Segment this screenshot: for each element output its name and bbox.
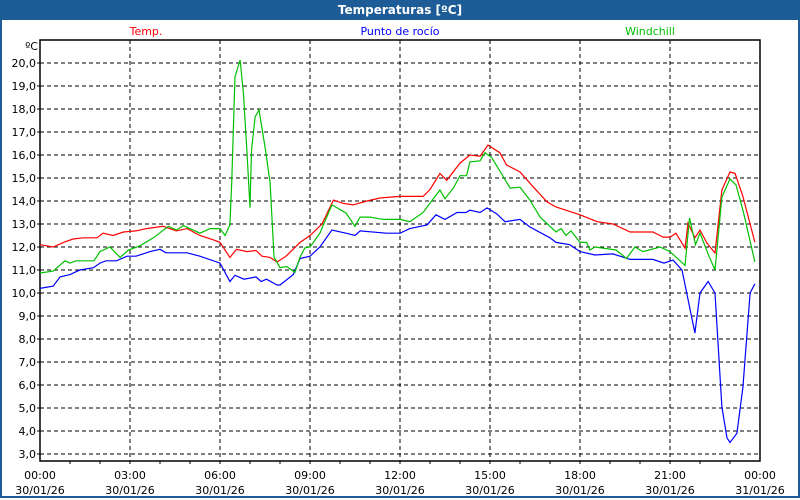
x-tick-date: 30/01/26 (15, 484, 64, 497)
series-lines (39, 59, 756, 444)
series-line-punto-de-roc-o (39, 207, 756, 444)
x-tick-date: 30/01/26 (105, 484, 154, 497)
y-tick-label: 4,0 (19, 425, 37, 438)
y-tick-label: 5,0 (19, 402, 37, 415)
y-unit-label: ºC (25, 40, 38, 53)
y-tick-label: 15,0 (12, 172, 37, 185)
y-tick-label: 18,0 (12, 103, 37, 116)
y-tick-label: 14,0 (12, 195, 37, 208)
x-tick-time: 12:00 (384, 469, 416, 482)
legend-entry: Punto de rocío (360, 25, 439, 38)
y-tick-label: 7,0 (19, 356, 37, 369)
y-tick-label: 11,0 (12, 264, 37, 277)
y-tick-label: 19,0 (12, 80, 37, 93)
x-tick-time: 21:00 (654, 469, 686, 482)
x-tick-date: 30/01/26 (285, 484, 334, 497)
y-tick-label: 13,0 (12, 218, 37, 231)
y-tick-label: 10,0 (12, 287, 37, 300)
x-tick-time: 15:00 (474, 469, 506, 482)
grid (40, 40, 760, 461)
legend: Temp. Punto de rocío Windchill (129, 25, 675, 38)
legend-entry: Windchill (625, 25, 675, 38)
axes: 20,0 19,0 18,0 17,0 16,0 15,0 14,0 13,0 12,0 11,0… (12, 39, 785, 497)
x-tick-date: 30/01/26 (195, 484, 244, 497)
x-tick-date: 30/01/26 (375, 484, 424, 497)
x-tick-date: 30/01/26 (555, 484, 604, 497)
y-tick-label: 20,0 (12, 57, 37, 70)
x-tick-time: 03:00 (114, 469, 146, 482)
y-tick-label: 6,0 (19, 379, 37, 392)
legend-entry: Temp. (129, 25, 163, 38)
series-line-temp (39, 144, 756, 263)
plot-frame (39, 39, 761, 462)
y-tick-label: 16,0 (12, 149, 37, 162)
y-tick-label: 12,0 (12, 241, 37, 254)
series-line-windchill (39, 59, 756, 274)
y-tick-label: 3,0 (19, 448, 37, 461)
x-tick-time: 00:00 (24, 469, 56, 482)
x-tick-date: 30/01/26 (645, 484, 694, 497)
x-tick-time: 18:00 (564, 469, 596, 482)
y-tick-label: 8,0 (19, 333, 37, 346)
x-tick-date: 31/01/26 (735, 484, 784, 497)
x-tick-date: 30/01/26 (465, 484, 514, 497)
x-tick-time: 00:00 (744, 469, 776, 482)
y-tick-label: 17,0 (12, 126, 37, 139)
x-tick-time: 06:00 (204, 469, 236, 482)
y-tick-label: 9,0 (19, 310, 37, 323)
window-title: Temperaturas [ºC] (0, 0, 800, 20)
x-tick-time: 09:00 (294, 469, 326, 482)
